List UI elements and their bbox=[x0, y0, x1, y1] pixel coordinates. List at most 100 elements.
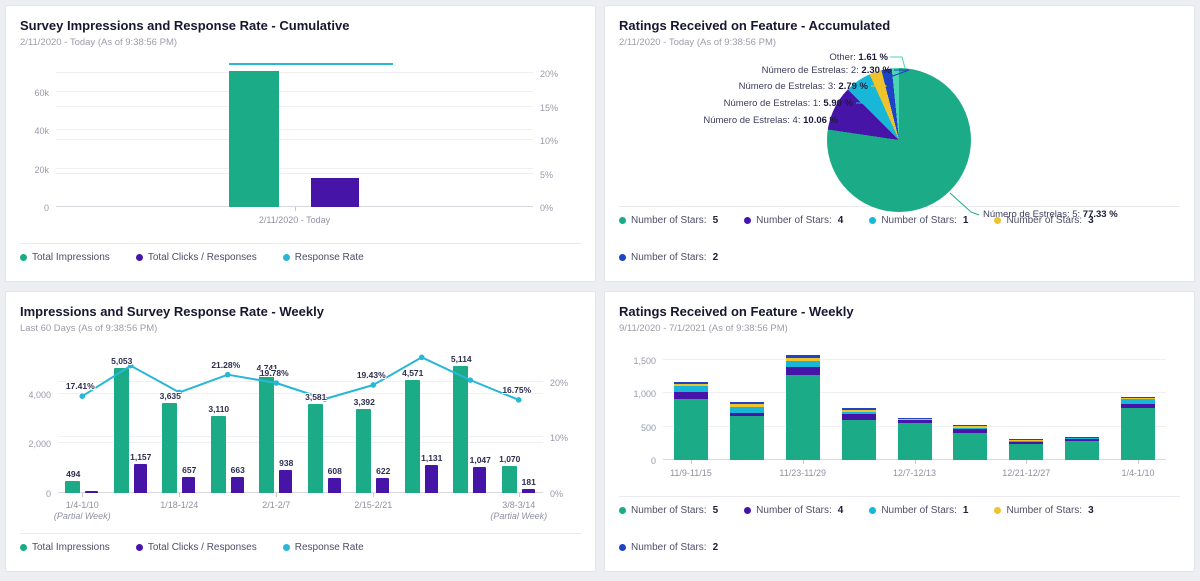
stacked-bar-segment bbox=[1065, 439, 1100, 441]
legend-label: Total Impressions bbox=[32, 252, 110, 263]
legend-label: Number of Stars: bbox=[881, 505, 957, 516]
bar-total-impressions bbox=[453, 366, 469, 493]
legend-dot-icon bbox=[994, 217, 1002, 224]
x-axis-label: 12/7-12/13 bbox=[892, 468, 937, 478]
legend-item[interactable]: Total Impressions bbox=[20, 542, 110, 553]
stacked-bar-segment bbox=[953, 429, 988, 433]
legend-item[interactable]: Number of Stars: 2 bbox=[619, 252, 718, 263]
legend-item[interactable]: Number of Stars: 3 bbox=[994, 215, 1094, 226]
legend-item[interactable]: Number of Stars: 3 bbox=[994, 505, 1094, 516]
stacked-bar-segment bbox=[729, 406, 764, 413]
legend-label: Number of Stars: bbox=[881, 215, 957, 226]
x-axis-tick bbox=[373, 493, 375, 497]
stacked-bar-segment bbox=[897, 418, 932, 420]
bar-total-clicks bbox=[85, 491, 99, 493]
stacked-bar-segment bbox=[841, 410, 876, 412]
legend-value: 3 bbox=[1088, 215, 1094, 226]
bar-total-clicks bbox=[279, 469, 293, 493]
bar-total-clicks bbox=[230, 476, 244, 493]
response-rate-line bbox=[228, 62, 393, 65]
weekly-bar-line-chart: 0 2,000 4,000 0% 10% 20% 494 5,053 1,157 3,635 657… bbox=[20, 338, 581, 527]
panel-title: Impressions and Survey Response Rate - W… bbox=[20, 304, 324, 319]
stacked-bar-segment bbox=[841, 420, 876, 460]
x-axis-label: 1/4-1/10 bbox=[1121, 468, 1155, 478]
legend-item[interactable]: Response Rate bbox=[282, 542, 364, 553]
stacked-bar-segment bbox=[785, 374, 820, 460]
panel-header: Ratings Received on Feature - Weekly 9/1… bbox=[619, 304, 1180, 334]
x-axis-tick bbox=[690, 460, 692, 464]
legend-dot-icon bbox=[20, 254, 27, 261]
legend-dot-icon bbox=[135, 254, 143, 261]
x-axis-tick bbox=[1138, 460, 1140, 464]
panel-survey-impressions-cumulative: Survey Impressions and Response Rate - C… bbox=[5, 5, 596, 282]
legend-dot-icon bbox=[994, 507, 1002, 514]
axis-tick-label: 40k bbox=[34, 126, 49, 137]
stacked-bar-segment bbox=[1009, 442, 1044, 444]
legend-item[interactable]: Response Rate bbox=[282, 252, 364, 263]
legend-label: Number of Stars: bbox=[756, 215, 832, 226]
bar-value-label: 181 bbox=[521, 476, 536, 487]
legend-dot-icon bbox=[619, 544, 626, 551]
stacked-bar-segment bbox=[953, 427, 988, 429]
ratings-pie bbox=[827, 68, 971, 212]
legend-item[interactable]: Number of Stars: 5 bbox=[619, 505, 718, 516]
legend-value: 1 bbox=[962, 505, 969, 516]
legend-value: 2 bbox=[712, 542, 719, 553]
bar-value-label: 5,053 bbox=[111, 355, 133, 366]
bar-total-impressions bbox=[404, 379, 420, 493]
bar-total-clicks bbox=[310, 178, 359, 207]
stacked-bar-segment bbox=[1121, 396, 1156, 398]
stacked-bar-segment bbox=[841, 408, 876, 410]
legend-item[interactable]: Number of Stars: 4 bbox=[744, 215, 843, 226]
axis-tick-label: 60k bbox=[34, 87, 49, 98]
legend-item[interactable]: Number of Stars: 4 bbox=[744, 505, 843, 516]
bar-value-label: 3,635 bbox=[159, 390, 181, 401]
legend-item[interactable]: Number of Stars: 5 bbox=[619, 215, 718, 226]
stacked-bar-segment bbox=[1121, 397, 1156, 399]
stacked-bar-segment bbox=[897, 423, 932, 460]
bar-total-clicks bbox=[473, 467, 487, 493]
bar-value-label: 1,157 bbox=[130, 452, 152, 463]
legend-value: 3 bbox=[1088, 505, 1094, 516]
legend-item[interactable]: Number of Stars: 1 bbox=[869, 505, 968, 516]
stacked-bar-segment bbox=[841, 411, 876, 415]
axis-tick-label: 5% bbox=[540, 169, 554, 180]
stacked-bar-segment bbox=[785, 358, 820, 361]
legend-dot-icon bbox=[744, 507, 752, 514]
bar-total-clicks bbox=[424, 464, 438, 493]
panel-title: Ratings Received on Feature - Accumulate… bbox=[619, 18, 891, 33]
stacked-bar-segment bbox=[673, 381, 708, 385]
panel-title: Survey Impressions and Response Rate - C… bbox=[20, 18, 350, 33]
bar-total-clicks bbox=[521, 488, 535, 493]
bar-value-label: 1,047 bbox=[469, 455, 491, 465]
axis-tick-label: 20% bbox=[540, 69, 559, 80]
legend-item[interactable]: Number of Stars: 2 bbox=[619, 542, 718, 553]
pie-callout: Número de Estrelas: 1: 5.90 % bbox=[723, 98, 853, 109]
legend-item[interactable]: Total Clicks / Responses bbox=[135, 542, 257, 553]
legend-item[interactable]: Number of Stars: 1 bbox=[869, 215, 968, 226]
legend-dot-icon bbox=[619, 507, 626, 514]
stacked-bar-segment bbox=[785, 367, 820, 375]
stacked-bar-segment bbox=[729, 416, 764, 460]
stacked-bar-segment bbox=[897, 417, 932, 419]
legend-item[interactable]: Total Impressions bbox=[20, 252, 110, 263]
panel-header: Ratings Received on Feature - Accumulate… bbox=[619, 18, 1180, 48]
stacked-bar-segment bbox=[1065, 441, 1100, 460]
axis-tick-label: 20% bbox=[550, 377, 569, 388]
bar-total-impressions bbox=[210, 415, 226, 493]
legend-label: Response Rate bbox=[294, 542, 364, 553]
legend-dot-icon bbox=[869, 217, 877, 224]
panel-header: Impressions and Survey Response Rate - W… bbox=[20, 304, 581, 334]
axis-tick-label: 10% bbox=[540, 136, 559, 147]
bar-value-label: 1,070 bbox=[499, 454, 521, 465]
legend-label: Number of Stars: bbox=[1006, 505, 1083, 516]
pie-callout: Número de Estrelas: 2: 2.30 % bbox=[761, 65, 891, 76]
panel-impressions-weekly: Impressions and Survey Response Rate - W… bbox=[5, 291, 596, 572]
line-value-label: 19.78% bbox=[259, 368, 289, 379]
bar-value-label: 4,571 bbox=[402, 367, 424, 378]
chart-legend: Total Impressions Total Clicks / Response… bbox=[20, 243, 581, 281]
legend-item[interactable]: Total Clicks / Responses bbox=[135, 252, 257, 263]
x-axis-label: 1/18-1/24 bbox=[160, 500, 199, 510]
bar-value-label: 657 bbox=[182, 464, 197, 475]
